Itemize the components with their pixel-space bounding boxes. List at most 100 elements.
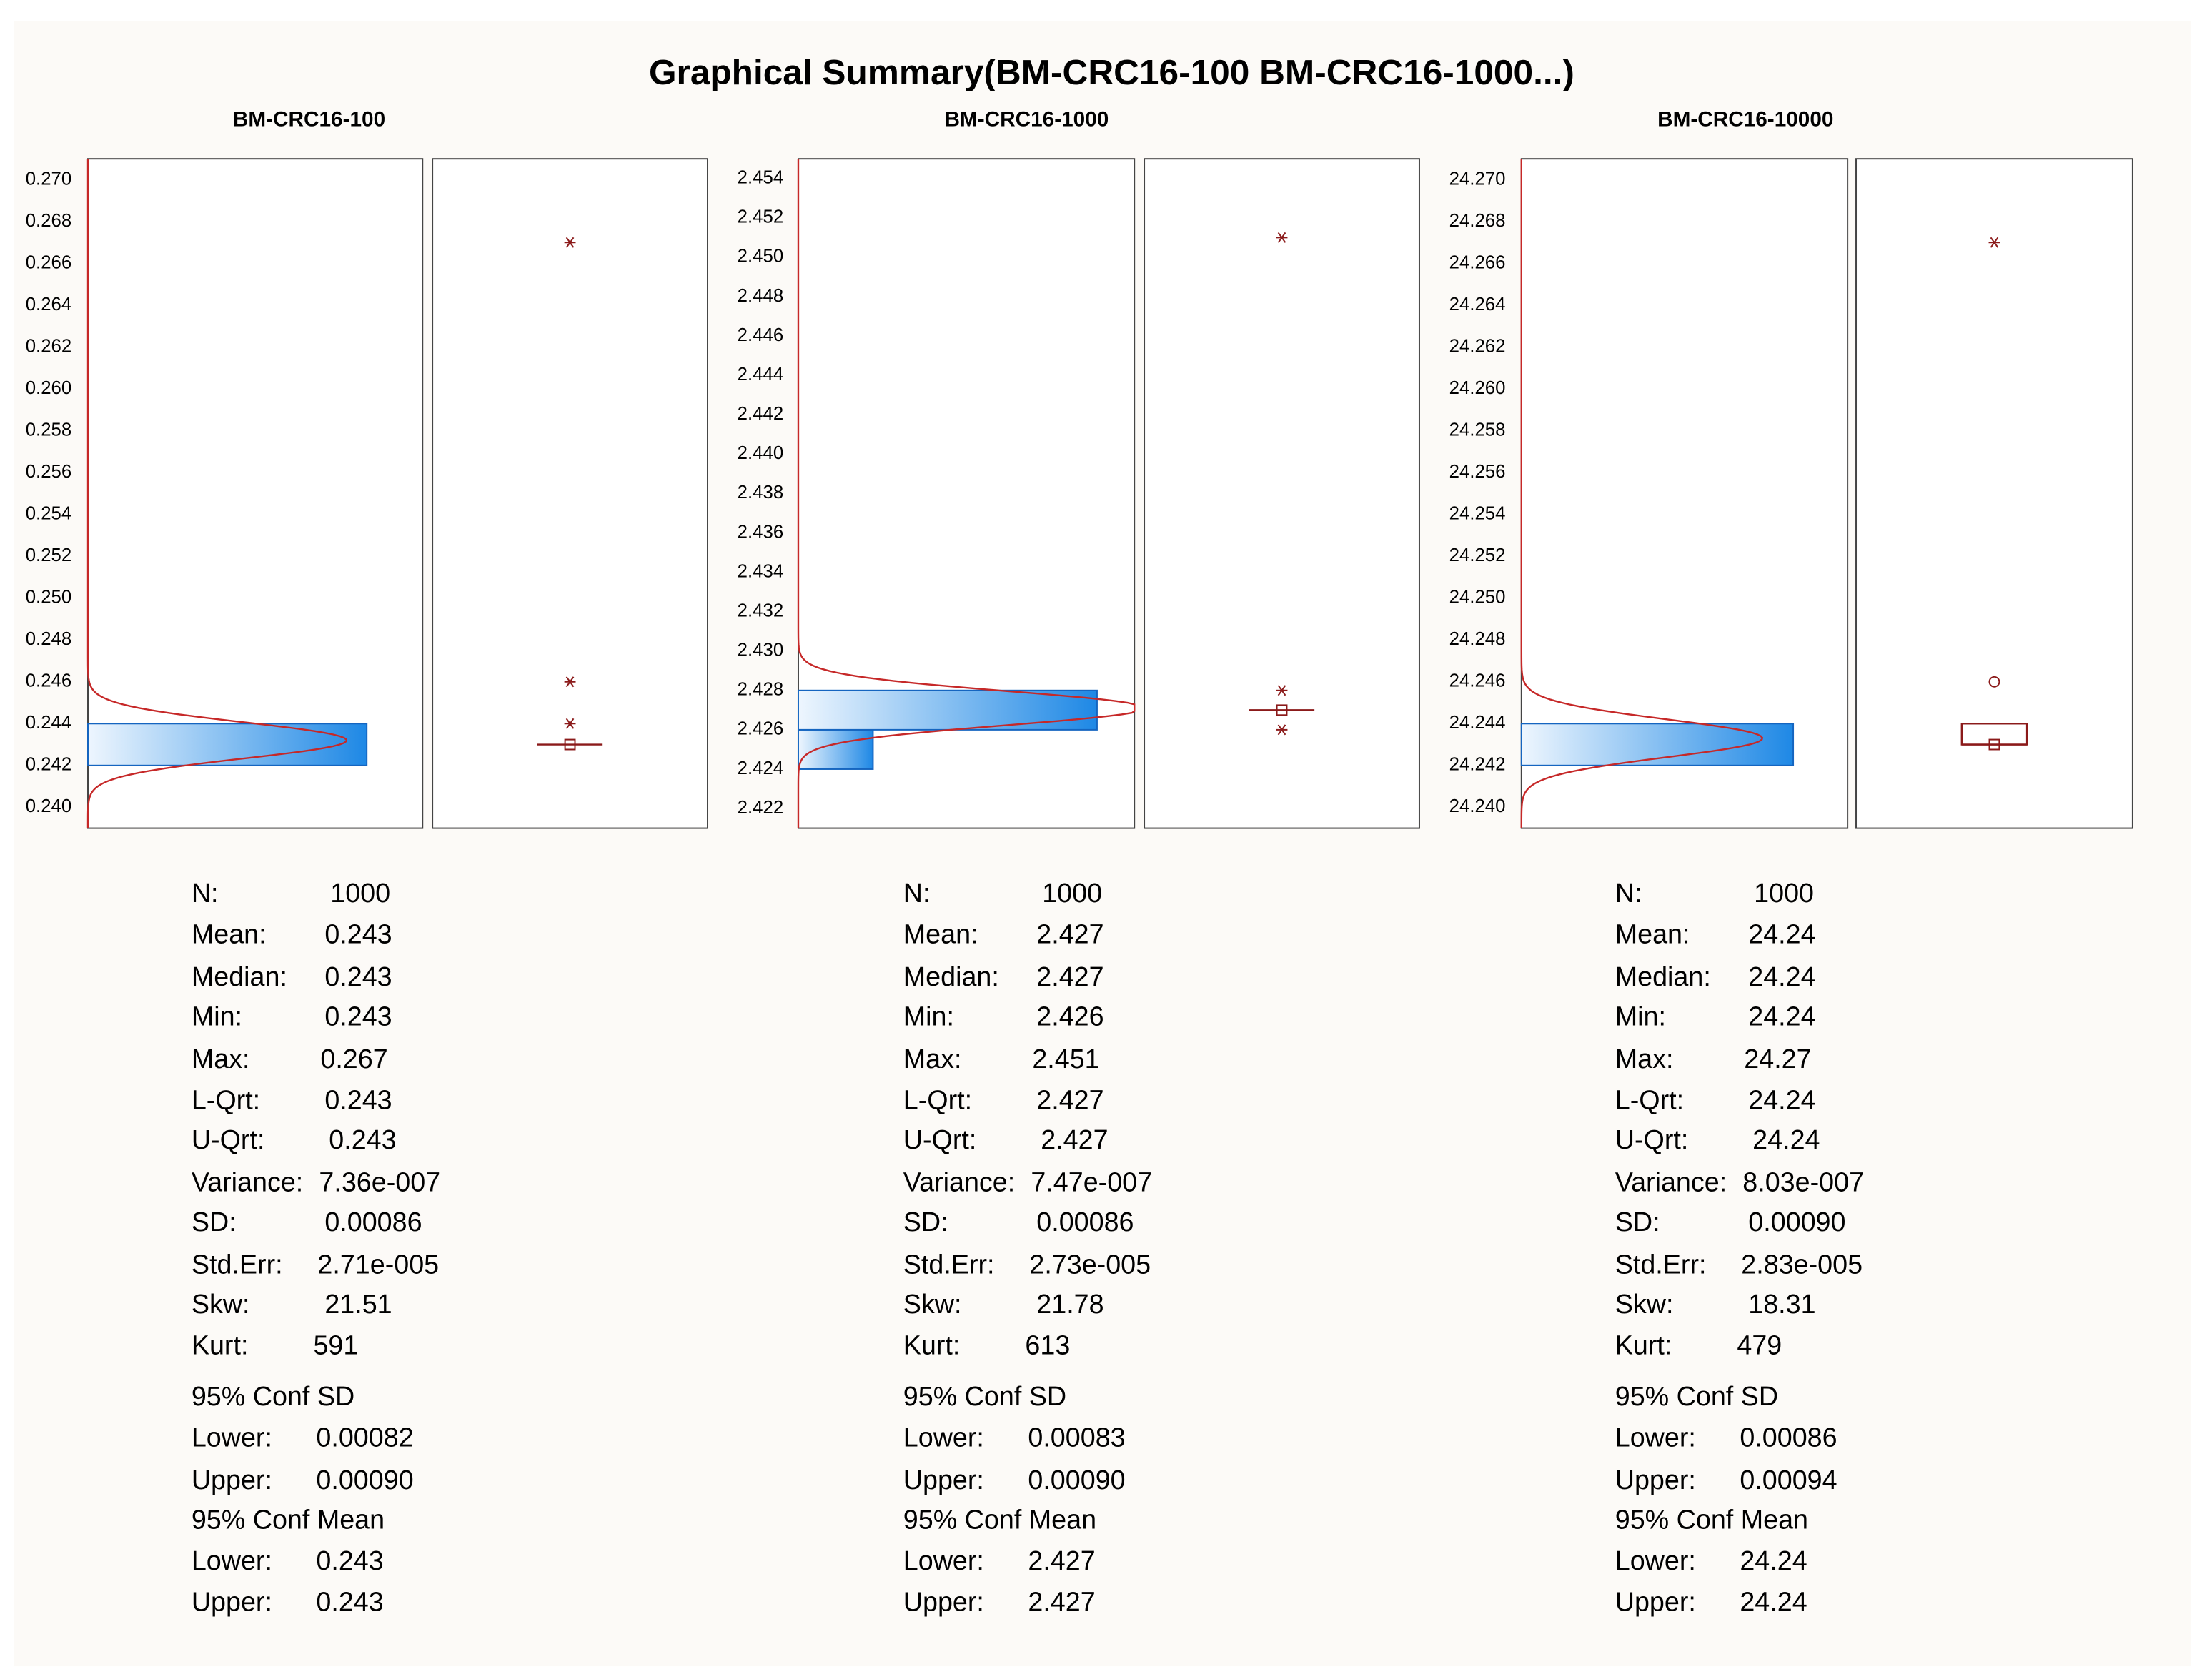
outlier: [1276, 724, 1288, 736]
stat-value: 2.83e-005: [1741, 1250, 1863, 1280]
stat-value: 21.51: [324, 1289, 392, 1319]
y-tick-label: 24.258: [1449, 420, 1506, 440]
stat-value: 24.24: [1740, 1587, 1807, 1617]
stat-label: Max:: [1615, 1044, 1674, 1074]
y-tick-label: 2.442: [738, 404, 784, 424]
stat-value: 0.00086: [1036, 1207, 1134, 1237]
stat-label: L-Qrt:: [1615, 1084, 1684, 1114]
stat-label: Std.Err:: [903, 1250, 995, 1280]
stat-label: Lower:: [192, 1423, 272, 1453]
stat-value: 0.00090: [316, 1465, 413, 1495]
y-tick-label: 0.246: [26, 671, 72, 691]
plot-frame: [1520, 158, 1849, 829]
y-tick-label: 2.432: [738, 600, 784, 620]
outlier-stroke: [1277, 685, 1286, 696]
stat-value: 0.243: [324, 961, 392, 991]
plot-frame: [87, 158, 424, 829]
box-frame: [1144, 158, 1420, 829]
stat-label: SD:: [903, 1207, 948, 1237]
median-marker: [1276, 704, 1288, 716]
outlier-stroke: [565, 676, 575, 688]
stat-value: 0.00086: [324, 1207, 422, 1237]
stat-label: Lower:: [903, 1423, 984, 1453]
stat-label: 95% Conf SD: [192, 1381, 354, 1411]
stat-label: U-Qrt:: [1615, 1124, 1689, 1154]
y-tick-label: 0.254: [26, 503, 72, 523]
outlier: [1276, 232, 1288, 243]
page-title: Graphical Summary(BM-CRC16-100 BM-CRC16-…: [649, 52, 1574, 92]
stat-value: 2.427: [1036, 961, 1103, 991]
stat-label: Skw:: [903, 1289, 962, 1319]
y-tick-label: 0.250: [26, 588, 72, 608]
y-tick-label: 0.270: [26, 169, 72, 189]
stat-label: SD:: [1615, 1207, 1660, 1237]
stat-label: Variance:: [192, 1167, 303, 1197]
stat-label: U-Qrt:: [903, 1124, 977, 1154]
y-tick-label: 24.270: [1449, 169, 1506, 189]
normal-curve: [1520, 159, 1764, 828]
outlier-stroke: [1277, 232, 1286, 243]
stat-value: 8.03e-007: [1742, 1167, 1864, 1197]
y-tick-label: 0.268: [26, 211, 72, 231]
stat-value: 0.00086: [1740, 1423, 1837, 1453]
stat-label: N:: [1615, 878, 1642, 908]
stat-label: Upper:: [1615, 1587, 1696, 1617]
y-tick-label: 24.250: [1449, 588, 1506, 608]
stat-value: 24.24: [1752, 1124, 1820, 1154]
stat-label: Upper:: [903, 1465, 984, 1495]
stat-value: 0.00082: [316, 1423, 413, 1453]
stat-label: U-Qrt:: [192, 1124, 265, 1154]
y-tick-label: 24.252: [1449, 545, 1506, 565]
y-tick-label: 24.254: [1449, 503, 1506, 523]
stat-label: Std.Err:: [1615, 1250, 1707, 1280]
box-frame: [432, 158, 708, 829]
y-tick-label: 0.262: [26, 336, 72, 356]
stat-label: Median:: [1615, 961, 1711, 991]
outlier-stroke: [565, 718, 575, 729]
stat-value: 24.27: [1744, 1044, 1811, 1074]
stat-label: Upper:: [192, 1587, 272, 1617]
y-tick-label: 24.268: [1449, 211, 1506, 231]
stat-value: 2.427: [1041, 1124, 1108, 1154]
stat-value: 7.47e-007: [1031, 1167, 1152, 1197]
stat-value: 7.36e-007: [319, 1167, 440, 1197]
y-tick-label: 2.430: [738, 640, 784, 661]
outlier-stroke: [565, 237, 575, 248]
y-tick-label: 24.256: [1449, 462, 1506, 482]
stat-value: 0.00094: [1740, 1465, 1837, 1495]
stat-value: 591: [313, 1330, 358, 1360]
outlier: [1276, 685, 1288, 696]
stat-value: 0.243: [324, 919, 392, 949]
stat-value: 21.78: [1036, 1289, 1103, 1319]
stat-value: 2.71e-005: [317, 1250, 439, 1280]
y-tick-label: 0.242: [26, 755, 72, 775]
stat-label: Lower:: [1615, 1423, 1696, 1453]
y-tick-label: 2.440: [738, 443, 784, 463]
stat-label: Lower:: [192, 1545, 272, 1575]
stat-label: Std.Err:: [192, 1250, 283, 1280]
stat-value: 0.243: [316, 1545, 383, 1575]
y-tick-label: 0.244: [26, 713, 72, 733]
panel-title: BM-CRC16-1000: [944, 107, 1109, 131]
stat-value: 2.451: [1032, 1044, 1099, 1074]
y-tick-label: 24.242: [1449, 755, 1506, 775]
y-tick-label: 2.448: [738, 286, 784, 306]
stat-label: Median:: [192, 961, 287, 991]
median-marker: [1988, 738, 2000, 751]
panel-title: BM-CRC16-100: [233, 107, 385, 131]
stat-value: 2.427: [1036, 919, 1103, 949]
stat-label: 95% Conf Mean: [903, 1505, 1096, 1535]
outlier: [564, 718, 576, 729]
stat-value: 613: [1025, 1330, 1070, 1360]
y-tick-label: 0.264: [26, 295, 72, 315]
stat-label: N:: [192, 878, 219, 908]
stat-label: Skw:: [1615, 1289, 1674, 1319]
stat-value: 0.243: [316, 1587, 383, 1617]
stat-value: 24.24: [1748, 961, 1815, 991]
y-tick-label: 24.264: [1449, 295, 1506, 315]
stat-label: L-Qrt:: [903, 1084, 972, 1114]
stat-value: 24.24: [1748, 1084, 1815, 1114]
box-frame: [1855, 158, 2133, 829]
stat-label: Min:: [192, 1001, 242, 1031]
